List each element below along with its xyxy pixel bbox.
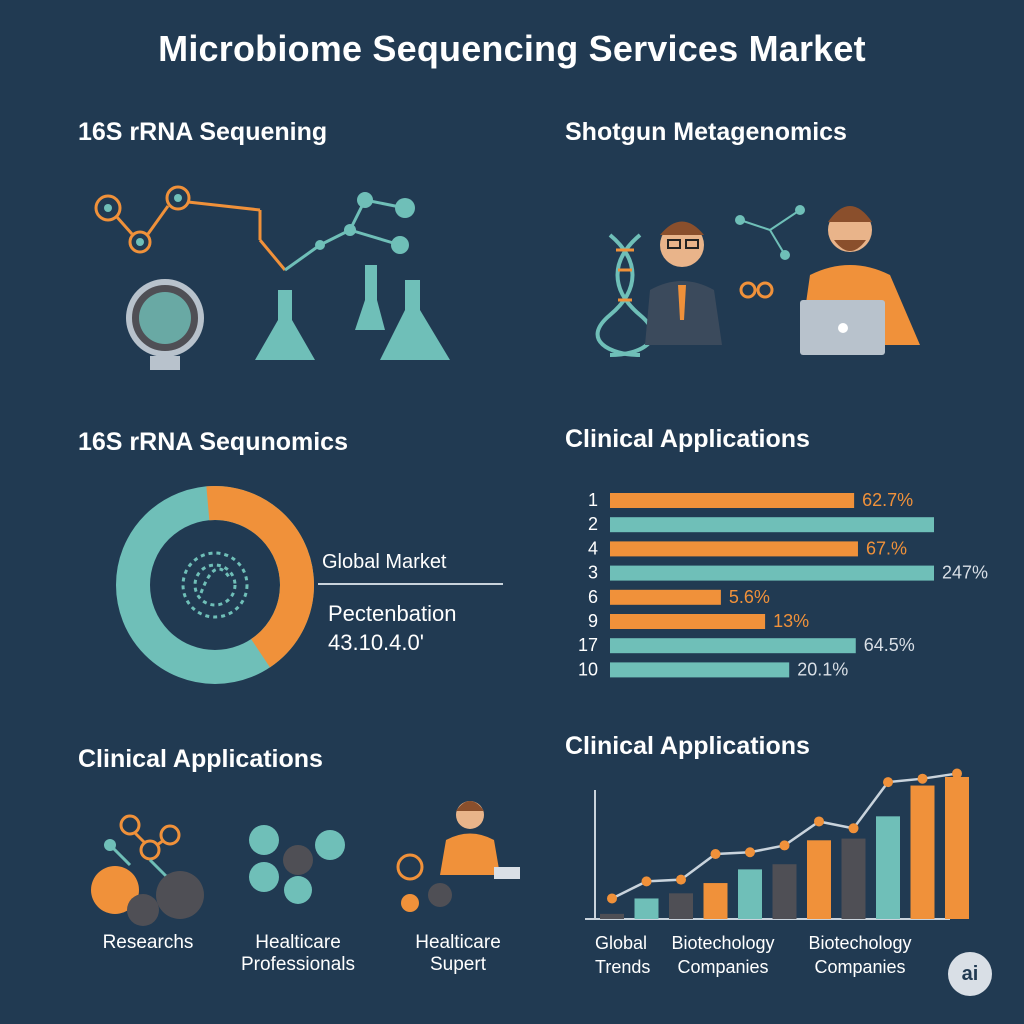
bar [738, 869, 762, 919]
panel-6-title: Clinical Applications [565, 732, 810, 760]
value-label: 5.6% [729, 587, 770, 607]
segment-support-line2: Supert [430, 954, 486, 975]
trend-point [952, 768, 962, 779]
x-tick-label: Biotechology [671, 933, 774, 953]
vertical-bar-chart: Global Trends Biotechology Companies Biotech… [585, 768, 969, 977]
pattern-ring-outer [181, 551, 249, 619]
x-tick-label: Trends [595, 957, 650, 977]
value-label: 62.7% [862, 490, 913, 510]
trend-point [779, 840, 790, 851]
bar [610, 638, 856, 654]
category-label: 3 [588, 563, 598, 583]
value-label: 247% [942, 563, 988, 583]
bar [610, 517, 934, 533]
trend-point [710, 848, 721, 859]
trend-point [607, 893, 617, 904]
bar [610, 541, 858, 557]
pattern-ring-inner [193, 563, 237, 607]
category-label: 2 [588, 514, 598, 534]
category-label: 6 [588, 587, 598, 607]
category-label: 17 [578, 635, 598, 655]
ai-badge: ai [948, 952, 992, 996]
trend-point [641, 876, 652, 887]
bar [600, 913, 624, 919]
panel-2-title: Shotgun Metagenomics [565, 118, 847, 146]
x-tick-label: Global [595, 933, 647, 953]
panel-5-title: Clinical Applications [78, 745, 323, 773]
bar [772, 864, 797, 919]
market-donut [116, 486, 314, 684]
lab-illustration [94, 185, 450, 370]
pattern-swirl [199, 567, 231, 594]
x-tick-label: Companies [814, 957, 905, 977]
trend-point [676, 874, 686, 885]
x-tick-label: Biotechology [808, 933, 911, 953]
trend-point [883, 777, 893, 788]
bar [610, 589, 721, 605]
bar [610, 565, 934, 581]
scientists-illustration [595, 205, 920, 357]
trend-point [917, 773, 928, 784]
pectenbation-label: Pectenbation [328, 601, 457, 626]
bar [910, 785, 935, 919]
category-label: 4 [588, 538, 598, 558]
divider [318, 583, 503, 585]
research-icons [91, 801, 520, 926]
panel-1-title: 16S rRNA Sequening [78, 118, 328, 146]
bar [610, 662, 790, 678]
global-market-label: Global Market [322, 551, 447, 573]
bar [634, 898, 659, 919]
segment-healthcare-line2: Professionals [240, 954, 356, 975]
bar [610, 493, 855, 508]
value-label: 20.1% [797, 659, 848, 679]
donut-center-pattern [181, 551, 249, 619]
bar [610, 614, 766, 629]
segment-support-line1: Healticare [415, 932, 501, 953]
segment-healthcare-professionals: Healticare Professionals [228, 932, 368, 976]
page-title: Microbiome Sequencing Services Market [158, 28, 866, 69]
segment-healthcare-support: Healticare Supert [388, 932, 528, 976]
panel-4-title: Clinical Applications [565, 425, 810, 453]
trend-point [814, 816, 824, 827]
panel-3-title: 16S rRNA Sequnomics [78, 428, 348, 456]
category-label: 9 [588, 611, 598, 631]
pectenbation-value: 43.10.4.0' [328, 630, 424, 655]
value-label: 13% [773, 611, 809, 631]
value-label: 64.5% [864, 635, 915, 655]
bar [703, 883, 728, 919]
trend-point [745, 847, 755, 858]
x-tick-label: Companies [677, 957, 768, 977]
segment-healthcare-line1: Healticare [255, 932, 341, 953]
category-label: 10 [578, 659, 598, 679]
bar [669, 893, 693, 919]
value-label: 67.% [866, 538, 907, 558]
trend-point [848, 823, 859, 834]
bar [841, 838, 866, 919]
category-label: 1 [588, 490, 598, 510]
bar [876, 816, 900, 919]
bar [807, 840, 831, 919]
segment-researchs: Researchs [102, 932, 194, 953]
bar [945, 776, 969, 919]
horizontal-bar-chart: 1 62.7% 2 4 67.% 3 247% 6 5.6% 9 13% 17 64.5% 10 20.1% [578, 490, 988, 679]
